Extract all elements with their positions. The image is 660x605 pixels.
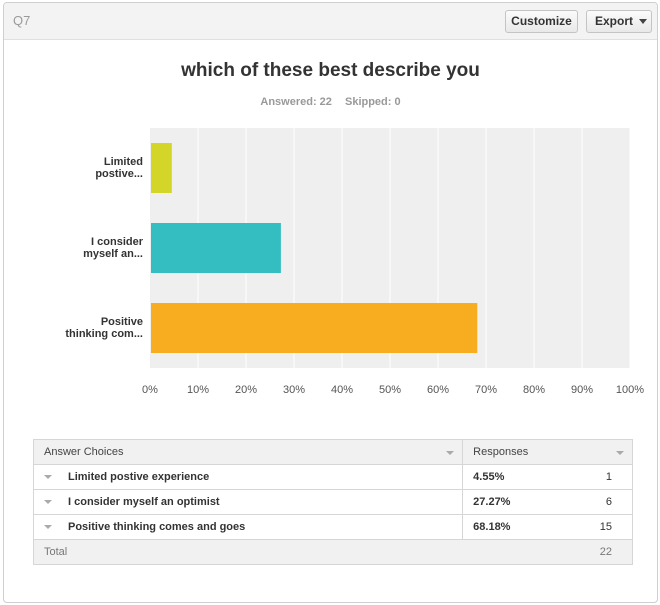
x-tick-label: 60% (427, 384, 449, 396)
x-tick-label: 80% (523, 384, 545, 396)
responses-table: Answer Choices Responses Limited postive… (32, 439, 633, 565)
question-panel: Q7 Customize Export which of these best … (3, 2, 658, 603)
x-tick-label: 50% (379, 384, 401, 396)
response-percent: 4.55% (462, 464, 543, 490)
expand-icon[interactable] (44, 500, 52, 504)
bar (151, 143, 172, 193)
export-button[interactable]: Export (586, 10, 652, 33)
answer-choices-header[interactable]: Answer Choices (32, 439, 464, 465)
chevron-down-icon (639, 19, 648, 24)
table-row[interactable]: Limited postive experience 4.55% 1 (32, 464, 633, 490)
choice-label: I consider myself an optimist (68, 496, 220, 508)
choice-label: Limited postive experience (68, 471, 210, 483)
skipped-count: Skipped: 0 (344, 96, 401, 108)
x-tick-label: 10% (187, 384, 209, 396)
category-label: thinking com... (65, 328, 143, 340)
choice-label: Positive thinking comes and goes (68, 521, 246, 533)
x-tick-label: 0% (142, 384, 158, 396)
category-label: Positive (101, 316, 143, 328)
bar (151, 223, 281, 273)
bar (151, 303, 478, 353)
chart-title: which of these best describe you (181, 60, 480, 81)
responses-header[interactable]: Responses (462, 439, 633, 465)
category-label: I consider (91, 236, 144, 248)
table-row[interactable]: Positive thinking comes and goes 68.18% … (32, 514, 633, 540)
customize-button[interactable]: Customize (505, 10, 578, 33)
total-row: Total 22 (32, 539, 633, 565)
x-tick-label: 40% (331, 384, 353, 396)
answered-count: Answered: 22 (260, 96, 332, 108)
response-stats: Answered: 22 Skipped: 0 (4, 96, 657, 108)
export-label: Export (595, 14, 634, 28)
expand-icon[interactable] (44, 475, 52, 479)
category-label: Limited (104, 156, 143, 168)
response-count: 6 (542, 489, 633, 515)
responses-header-label: Responses (473, 446, 529, 458)
sort-icon (446, 451, 455, 455)
table-row[interactable]: I consider myself an optimist 27.27% 6 (32, 489, 633, 515)
response-count: 1 (542, 464, 633, 490)
x-tick-label: 30% (283, 384, 305, 396)
bar-chart: 0% 10% 20% 30% 40% 50% 60% 70% 80% 90% 100% Limited… (65, 128, 644, 396)
category-label: postive... (95, 168, 143, 180)
customize-label: Customize (511, 14, 572, 28)
response-percent: 27.27% (462, 489, 543, 515)
x-tick-label: 100% (616, 384, 644, 396)
response-count: 15 (542, 514, 633, 540)
x-tick-label: 20% (235, 384, 257, 396)
sort-icon (616, 451, 624, 455)
panel-header: Q7 Customize Export (4, 3, 657, 40)
question-number: Q7 (13, 13, 31, 28)
response-percent: 68.18% (462, 514, 543, 540)
category-label: myself an... (83, 248, 143, 260)
total-label: Total (32, 539, 463, 565)
total-value: 22 (542, 539, 633, 565)
expand-icon[interactable] (44, 525, 52, 529)
answer-choices-header-label: Answer Choices (44, 446, 124, 458)
x-tick-label: 70% (475, 384, 497, 396)
x-tick-label: 90% (571, 384, 593, 396)
